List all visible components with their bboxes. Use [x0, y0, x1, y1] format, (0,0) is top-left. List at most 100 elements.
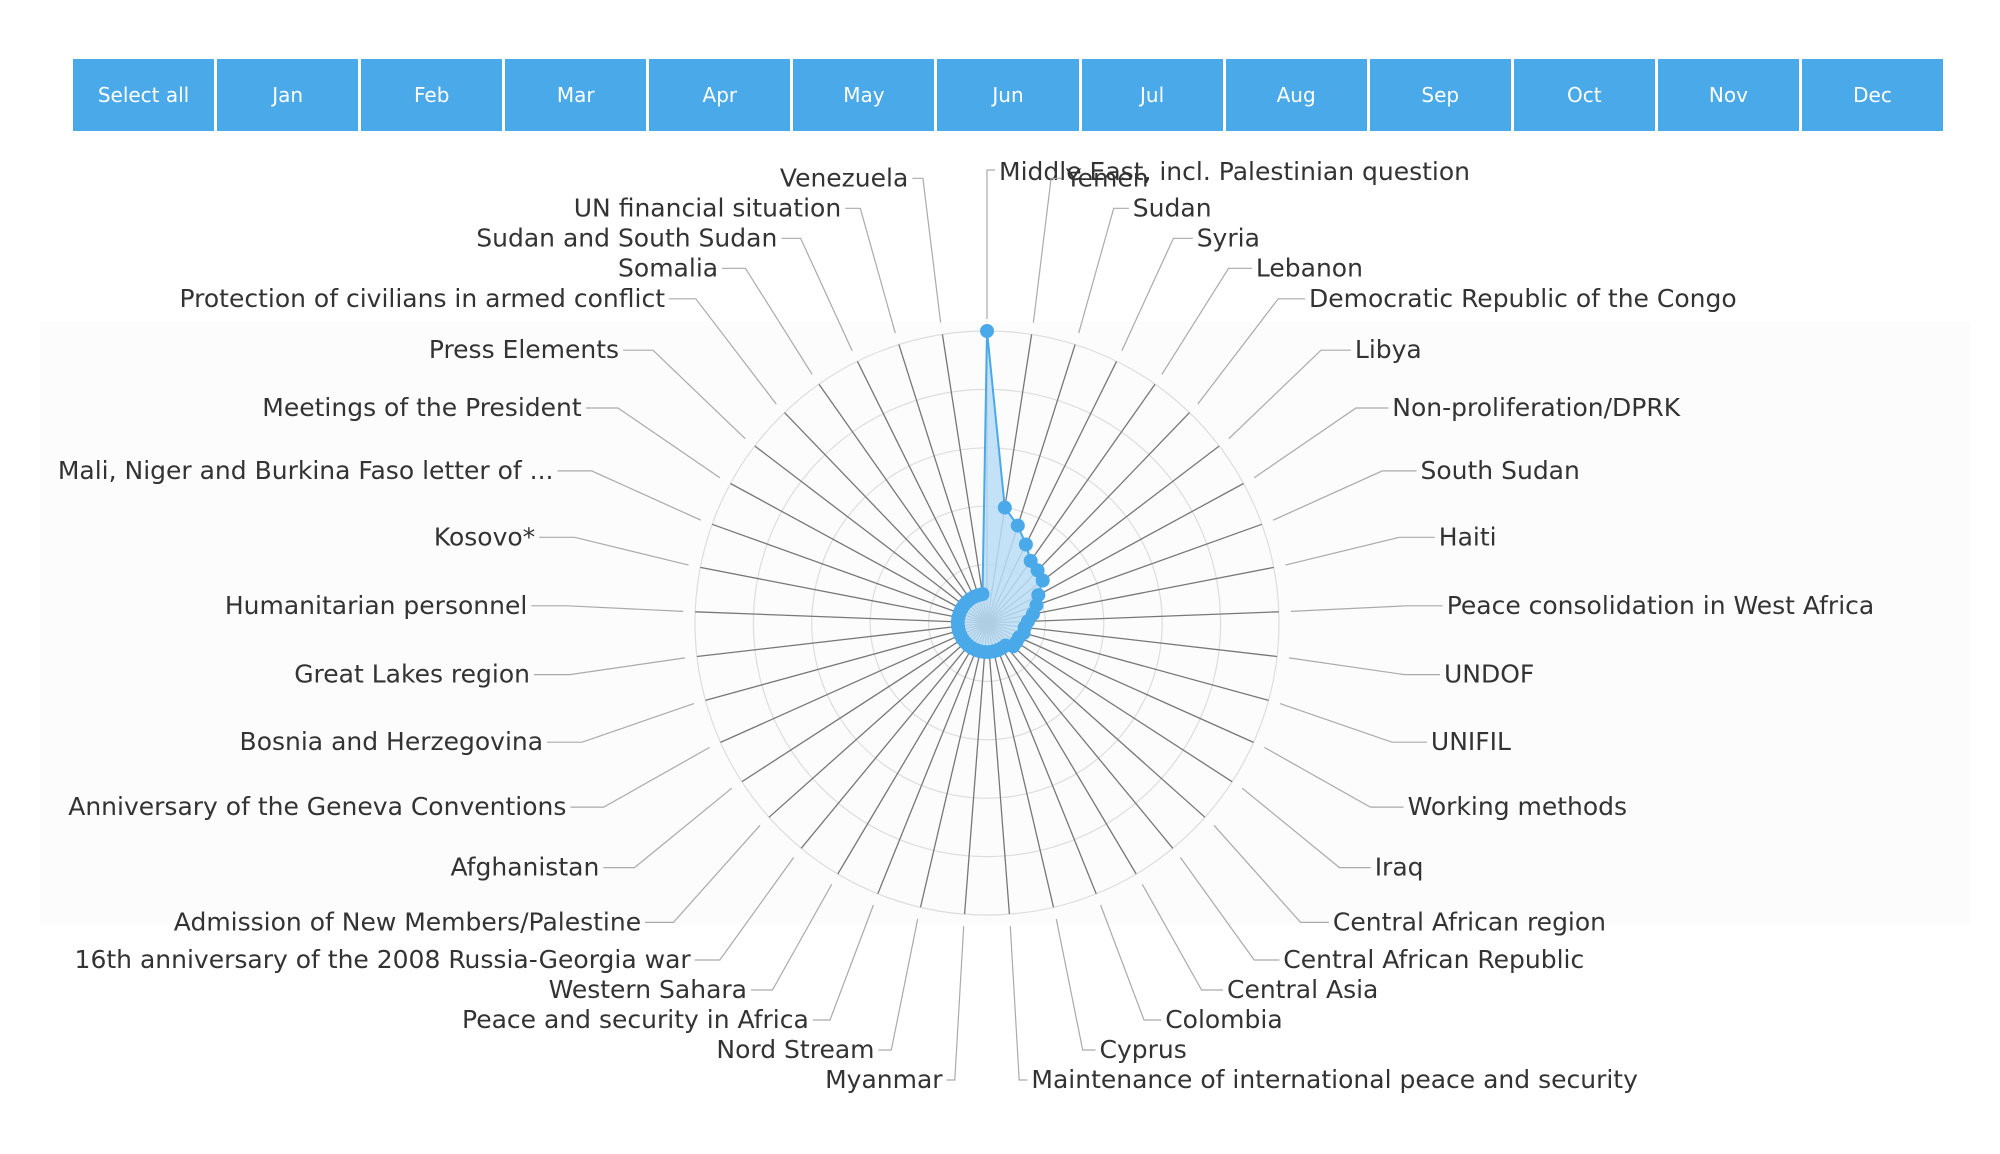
category-label: Middle East, incl. Palestinian question	[999, 157, 1470, 186]
category-label: Cyprus	[1100, 1035, 1187, 1064]
radar-spoke	[754, 445, 988, 624]
data-point[interactable]	[1010, 518, 1025, 533]
label-leader-line	[531, 605, 684, 612]
data-point[interactable]	[1018, 537, 1033, 552]
category-label: Lebanon	[1256, 253, 1363, 282]
month-button-jun[interactable]: Jun	[937, 59, 1079, 131]
category-label: Sudan	[1133, 193, 1212, 222]
month-button-dec[interactable]: Dec	[1801, 59, 1944, 131]
label-leader-line	[1241, 787, 1371, 869]
category-label: Iraq	[1375, 853, 1424, 882]
label-leader-line	[751, 884, 833, 991]
category-label: Sudan and South Sudan	[476, 223, 777, 252]
category-label: Meetings of the President	[262, 393, 582, 422]
label-leader-line	[1279, 703, 1427, 743]
month-button-feb[interactable]: Feb	[361, 59, 503, 131]
label-leader-line	[539, 536, 689, 566]
label-leader-line	[623, 349, 746, 440]
category-label: Peace consolidation in West Africa	[1447, 591, 1875, 620]
label-leader-line	[534, 657, 686, 676]
radar-spoke	[784, 412, 988, 624]
label-leader-line	[1055, 918, 1096, 1051]
category-label: Yemen	[1065, 163, 1149, 192]
label-leader-line	[1100, 904, 1162, 1021]
label-leader-line	[1032, 177, 1062, 323]
label-leader-line	[570, 746, 710, 808]
label-leader-line	[1213, 824, 1329, 923]
category-label: Protection of civilians in armed conflic…	[180, 284, 666, 313]
radar-spoke	[768, 622, 988, 818]
label-leader-line	[645, 824, 761, 923]
radar-spoke	[919, 622, 988, 908]
radar-spoke	[837, 622, 988, 875]
category-label: Haiti	[1439, 522, 1497, 551]
radar-spoke	[898, 344, 988, 624]
category-label: Mali, Niger and Burkina Faso letter of .…	[58, 456, 554, 485]
month-button-oct[interactable]: Oct	[1513, 59, 1655, 131]
month-button-apr[interactable]: Apr	[649, 59, 791, 131]
data-point[interactable]	[980, 324, 994, 338]
label-leader-line	[946, 926, 965, 1081]
category-label: Humanitarian personnel	[225, 591, 527, 620]
radar-spoke	[695, 611, 988, 624]
category-label: Press Elements	[429, 335, 619, 364]
label-leader-line	[669, 298, 777, 405]
label-leader-line	[694, 857, 795, 961]
radar-spoke	[705, 622, 988, 702]
radar-spoke	[986, 622, 1206, 818]
radar-spoke	[877, 622, 988, 895]
label-leader-line	[1264, 746, 1404, 808]
label-leader-line	[585, 407, 721, 479]
month-button-jul[interactable]: Jul	[1081, 59, 1223, 131]
radar-spoke	[986, 611, 1279, 624]
category-label: 16th anniversary of the 2008 Russia-Geor…	[75, 945, 692, 974]
label-leader-line	[912, 177, 942, 323]
category-label: Venezuela	[780, 163, 908, 192]
radar-spoke	[711, 523, 988, 624]
month-button-jan[interactable]: Jan	[217, 59, 359, 131]
radar-spoke	[696, 622, 988, 658]
month-filter-bar: Select all Jan Feb Mar Apr May Jun Jul Aug Sep Oct…	[73, 59, 1944, 131]
label-leader-line	[986, 169, 995, 319]
radar-spoke	[986, 622, 1137, 875]
radar-spoke	[818, 383, 988, 624]
label-leader-line	[812, 904, 874, 1021]
data-point[interactable]	[1035, 573, 1050, 588]
category-label: Myanmar	[825, 1065, 943, 1094]
category-label: South Sudan	[1421, 456, 1580, 485]
category-label: Democratic Republic of the Congo	[1309, 284, 1737, 313]
month-button-aug[interactable]: Aug	[1225, 59, 1367, 131]
category-label: Afghanistan	[450, 853, 599, 882]
month-button-nov[interactable]: Nov	[1657, 59, 1799, 131]
label-leader-line	[603, 787, 733, 869]
data-point[interactable]	[997, 500, 1012, 515]
radar-spoke	[986, 622, 1278, 658]
category-label: Admission of New Members/Palestine	[174, 907, 641, 936]
category-label: Somalia	[618, 253, 718, 282]
label-leader-line	[1141, 884, 1223, 991]
label-leader-line	[1253, 407, 1389, 479]
label-leader-line	[1009, 926, 1028, 1081]
category-label: Non-proliferation/DPRK	[1392, 393, 1680, 422]
radar-spoke	[986, 622, 1233, 783]
label-leader-line	[547, 703, 695, 743]
month-button-sep[interactable]: Sep	[1369, 59, 1511, 131]
category-label: Great Lakes region	[294, 660, 530, 689]
label-leader-line	[781, 237, 853, 351]
label-leader-line	[1179, 857, 1280, 961]
radar-spoke	[856, 361, 988, 624]
radar-spoke	[986, 622, 1174, 849]
label-leader-line	[1161, 267, 1252, 375]
month-button-mar[interactable]: Mar	[505, 59, 647, 131]
radar-spoke	[700, 566, 988, 624]
radar-spoke	[741, 622, 988, 783]
category-label: Central Asia	[1227, 975, 1378, 1004]
select-all-button[interactable]: Select all	[73, 59, 215, 131]
data-point[interactable]	[975, 587, 990, 602]
label-leader-line	[1121, 237, 1193, 351]
category-label: Syria	[1197, 223, 1260, 252]
category-label: Bosnia and Herzegovina	[240, 727, 544, 756]
radar-spoke	[800, 622, 988, 849]
month-button-may[interactable]: May	[793, 59, 935, 131]
